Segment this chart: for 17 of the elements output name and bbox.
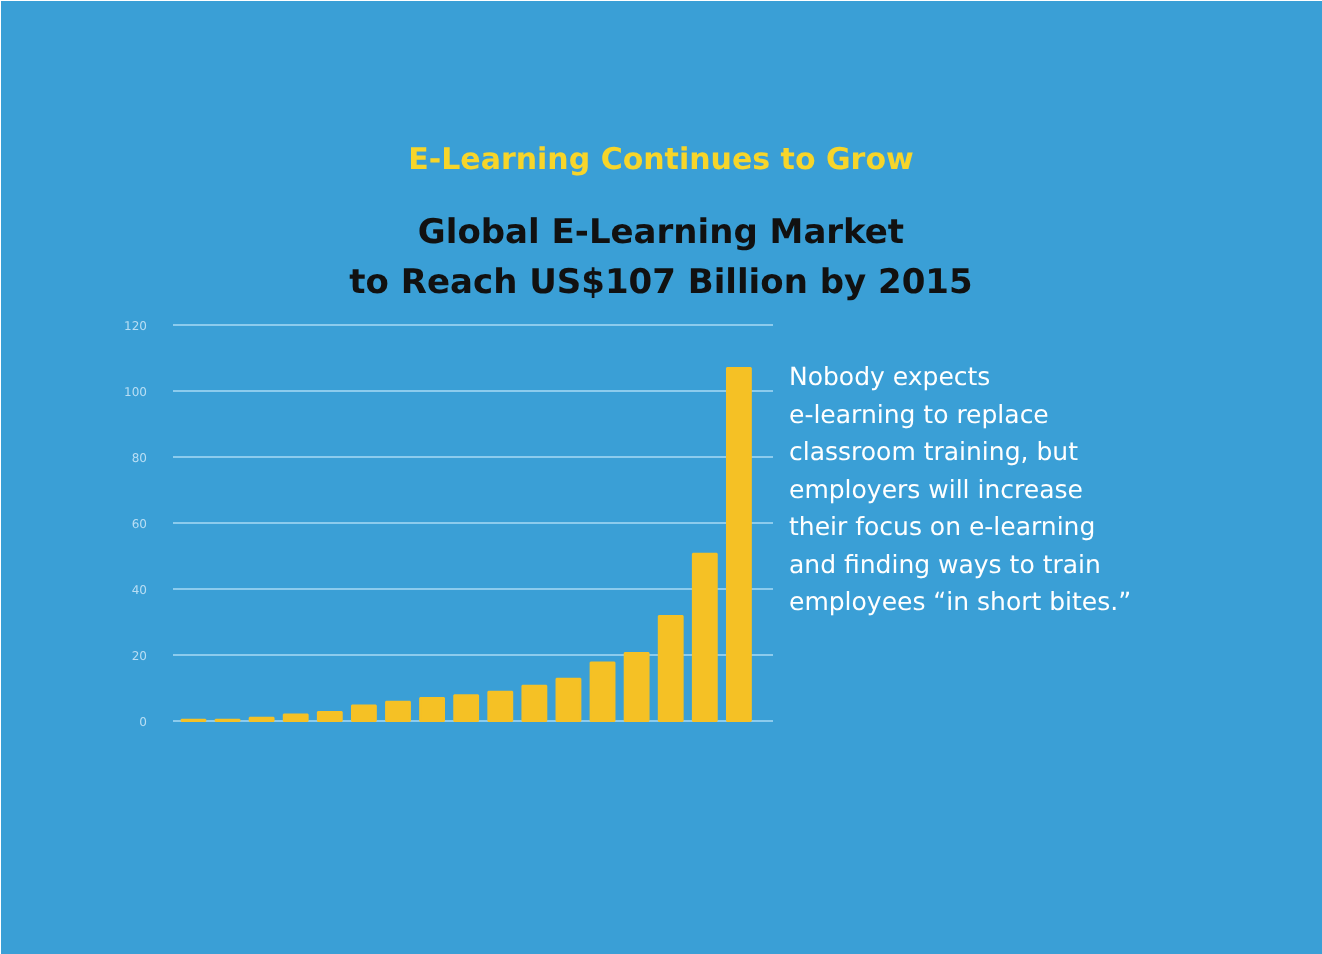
bar — [316, 711, 343, 722]
bar — [555, 677, 582, 722]
bar — [419, 696, 446, 722]
text: Nobody expects e-learning to replace classroom training, but employers will increase their focus on e-learning and finding ways to train employees “in short bites.” — [789, 361, 1132, 616]
bar — [521, 684, 548, 722]
bar — [657, 615, 684, 722]
bar — [589, 661, 616, 722]
bar — [623, 652, 650, 722]
bar — [691, 552, 718, 722]
chart-subtitle: Global E-Learning Market to Reach US$107 Billion by 2015 — [349, 213, 973, 303]
bar — [350, 704, 377, 722]
bar — [385, 700, 411, 722]
bar — [282, 713, 309, 722]
bar — [725, 366, 752, 722]
chart-title: E-Learning Continues to Grow — [408, 141, 915, 177]
bar — [453, 694, 480, 722]
bar — [487, 690, 514, 722]
